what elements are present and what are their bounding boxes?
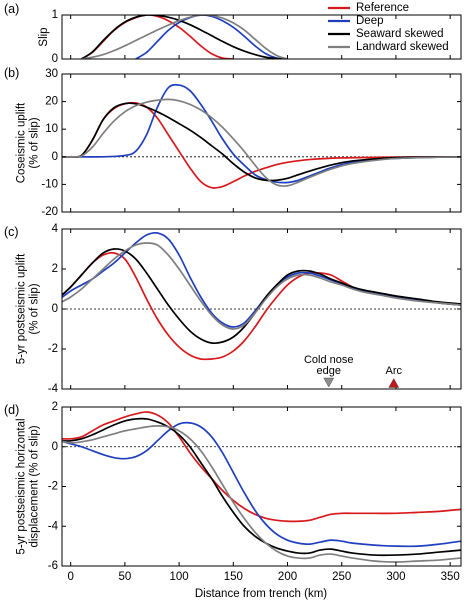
panel-label: (d) — [4, 403, 19, 417]
y-tick-label: 0 — [52, 53, 58, 65]
y-tick-label: 0 — [52, 303, 58, 315]
y-tick-label: 0 — [52, 151, 58, 163]
y-axis-label: 5-yr postseismic horizontal — [16, 418, 28, 554]
annotation-label: Arc — [386, 365, 403, 377]
panel-label: (a) — [4, 2, 19, 16]
panel-label: (c) — [4, 225, 19, 239]
series-line-deep — [62, 83, 461, 184]
plot-frame — [61, 73, 462, 213]
series-line-deep — [135, 15, 288, 59]
plot-frame — [61, 14, 462, 60]
x-tick-label: 50 — [118, 571, 131, 583]
y-axis-label: (% of slip) — [29, 283, 41, 334]
series-line-reference — [62, 411, 461, 523]
series-line-landward-skewed — [62, 98, 461, 187]
y-axis-label: (% of slip) — [29, 117, 41, 168]
legend-entry-label: Landward skewed — [356, 41, 449, 53]
down-triangle-marker — [323, 377, 335, 388]
panel-c: (c) 5-yr postseismic uplift (% of slip) -4 -… — [4, 223, 462, 395]
legend-entry-label: Reference — [356, 2, 409, 14]
y-tick-label: 30 — [45, 68, 58, 80]
y-tick-label: -20 — [41, 206, 58, 218]
y-tick-label: 10 — [45, 123, 58, 135]
y-tick-label: 20 — [45, 96, 58, 108]
panel-d: (d)5-yr postseismic horizontal displaceme… — [4, 401, 462, 583]
series-line-landward-skewed — [81, 15, 288, 59]
series-line-reference — [81, 15, 234, 59]
x-tick-label: 250 — [332, 571, 351, 583]
y-axis-label: displacement (% of slip) — [29, 425, 41, 547]
series-line-landward-skewed — [62, 425, 461, 563]
y-tick-label: 2 — [52, 401, 58, 413]
x-tick-label: 150 — [224, 571, 243, 583]
series-line-seaward-skewed — [62, 102, 461, 182]
y-tick-label: -2 — [48, 343, 58, 355]
series-line-deep — [62, 421, 461, 548]
y-tick-label: -4 — [48, 520, 59, 532]
y-axis-label: Coseismic uplift — [16, 102, 28, 183]
x-tick-label: 200 — [278, 571, 297, 583]
legend-entry-label: Seaward skewed — [356, 28, 444, 40]
y-tick-label: 4 — [52, 223, 59, 235]
y-axis-label: Slip — [38, 27, 50, 46]
panel-label: (b) — [4, 66, 19, 80]
y-tick-label: -4 — [48, 383, 59, 395]
series-line-seaward-skewed — [62, 248, 461, 345]
annotation-label: Cold nose — [304, 354, 354, 366]
x-axis-label: Distance from trench (km) — [195, 588, 327, 600]
series-line-seaward-skewed — [62, 417, 461, 557]
y-tick-label: 2 — [52, 263, 58, 275]
y-tick-label: 0 — [52, 441, 58, 453]
series-line-landward-skewed — [62, 242, 461, 330]
x-tick-label: 0 — [67, 571, 73, 583]
y-axis-label: 5-yr postseismic uplift — [16, 253, 28, 364]
legend-entry-label: Deep — [356, 15, 384, 27]
y-tick-label: 1 — [52, 9, 58, 21]
annotation-label: edge — [316, 365, 340, 377]
x-tick-label: 350 — [441, 571, 460, 583]
panel-b: (b) Coseismic uplift (% of slip) -20 -10 0 10 2… — [4, 66, 462, 218]
up-triangle-marker — [388, 378, 400, 388]
x-tick-label: 100 — [170, 571, 189, 583]
series-line-seaward-skewed — [81, 15, 288, 59]
series-line-deep — [62, 231, 461, 328]
x-tick-label: 300 — [386, 571, 405, 583]
y-tick-label: -6 — [48, 560, 58, 572]
y-tick-label: -10 — [41, 178, 58, 190]
y-tick-label: -2 — [48, 481, 58, 493]
